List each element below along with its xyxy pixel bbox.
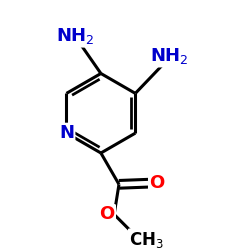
Text: NH$_2$: NH$_2$ (56, 26, 95, 46)
Text: O: O (99, 206, 114, 224)
Text: O: O (150, 174, 165, 192)
Text: N: N (59, 124, 74, 142)
Text: CH$_3$: CH$_3$ (129, 230, 164, 250)
Text: NH$_2$: NH$_2$ (150, 46, 188, 66)
